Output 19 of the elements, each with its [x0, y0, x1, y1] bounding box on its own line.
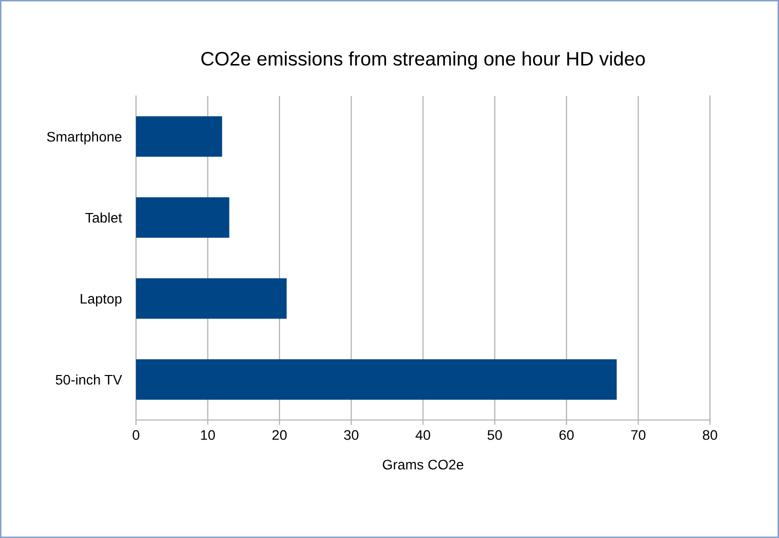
- bar: [136, 197, 230, 238]
- x-tick-label: 80: [702, 430, 718, 440]
- y-tick-label: Smartphone: [47, 131, 122, 144]
- bar: [136, 116, 222, 157]
- x-tick-label: 40: [416, 430, 430, 440]
- x-axis-title: Grams CO2e: [382, 460, 464, 470]
- x-tick-label: 0: [132, 430, 140, 440]
- bar: [136, 278, 287, 319]
- x-tick-label: 70: [631, 430, 646, 440]
- x-tick-label: 30: [344, 430, 358, 440]
- y-tick-label: 50-inch TV: [56, 374, 122, 385]
- x-tick-label: 60: [559, 430, 574, 440]
- x-tick-label: 10: [201, 430, 215, 440]
- chart-title: CO2e emissions from streaming one hour HD video: [201, 51, 645, 70]
- bar: [136, 359, 617, 400]
- y-tick-label: Tablet: [85, 212, 122, 223]
- x-tick-label: 50: [488, 430, 502, 440]
- y-tick-label: Laptop: [80, 294, 122, 306]
- x-tick-label: 20: [272, 430, 287, 440]
